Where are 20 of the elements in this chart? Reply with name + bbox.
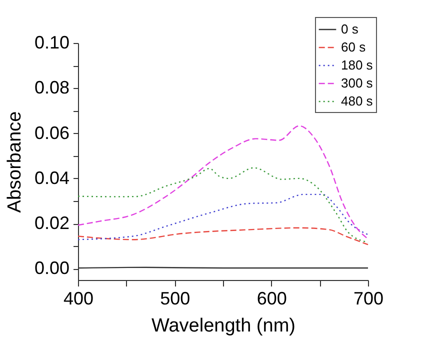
line-series: [77, 227, 369, 246]
legend-label: 0 s: [341, 22, 359, 36]
line-series: [77, 125, 369, 240]
x-tick-label: 400: [63, 288, 94, 308]
y-tick-label: 0.08: [34, 78, 70, 98]
y-tick-label: 0.06: [34, 122, 70, 143]
y-tick-label: 0.04: [34, 168, 70, 188]
x-tick-label: 600: [256, 288, 287, 308]
legend-label: 180 s: [341, 58, 374, 72]
y-tick-label: 0.00: [34, 258, 70, 278]
y-axis-title: Absorbance: [4, 111, 26, 213]
legend-label: 300 s: [341, 76, 374, 90]
x-tick-label: 500: [160, 288, 190, 308]
x-axis-title: Wavelength (nm): [152, 316, 296, 336]
line-series: [77, 194, 369, 240]
y-tick-label: 0.10: [34, 32, 70, 52]
legend-label: 60 s: [341, 40, 366, 54]
x-tick-label: 700: [353, 288, 384, 308]
y-tick-label: 0.02: [34, 213, 70, 234]
legend-label: 480 s: [341, 94, 374, 108]
